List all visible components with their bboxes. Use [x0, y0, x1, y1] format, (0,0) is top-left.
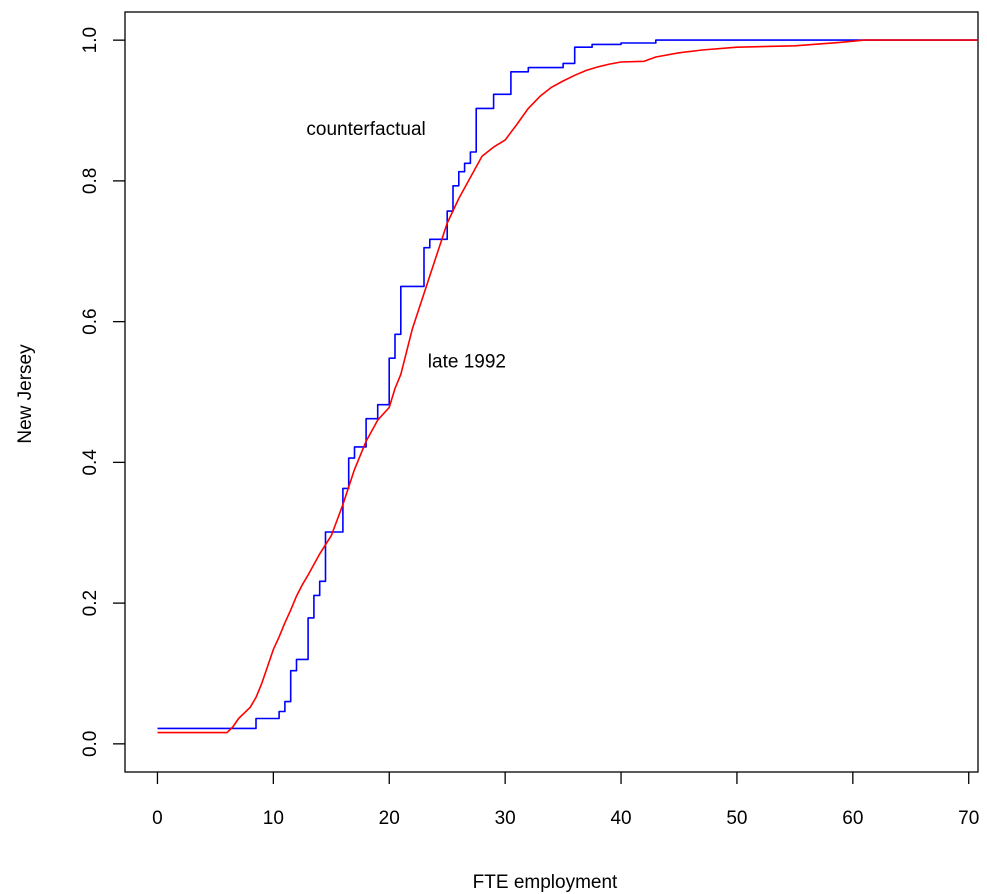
- annotation-label: late 1992: [428, 351, 506, 372]
- x-axis: 0 10 20 30 40 50 60 70: [152, 772, 979, 829]
- x-tick-label: 10: [263, 808, 284, 829]
- plot-area-frame: [124, 11, 979, 773]
- x-tick-label: 0: [152, 808, 163, 829]
- late-1992-line: [157, 39, 978, 734]
- counterfactual-step-line: [157, 39, 978, 730]
- x-tick-label: 60: [842, 808, 863, 829]
- x-tick-label: 40: [610, 808, 631, 829]
- annotation-label: counterfactual: [306, 119, 425, 140]
- x-tick-label: 70: [958, 808, 979, 829]
- y-tick-label: 1.0: [80, 27, 101, 53]
- annotation-layer: counterfactual late 1992: [306, 119, 506, 372]
- y-tick-label: 0.4: [80, 449, 101, 476]
- x-tick-label: 20: [379, 808, 400, 829]
- y-tick-label: 0.6: [80, 308, 101, 334]
- y-axis-title: New Jersey: [15, 344, 36, 444]
- x-tick-label: 30: [495, 808, 516, 829]
- y-tick-label: 0.8: [80, 168, 101, 194]
- y-tick-label: 0.2: [80, 590, 101, 616]
- x-tick-label: 50: [726, 808, 747, 829]
- x-axis-title: FTE employment: [473, 872, 618, 893]
- y-axis: 0.0 0.2 0.4 0.6 0.8 1.0: [80, 27, 125, 757]
- y-tick-label: 0.0: [80, 731, 101, 757]
- series-layer: [157, 39, 978, 734]
